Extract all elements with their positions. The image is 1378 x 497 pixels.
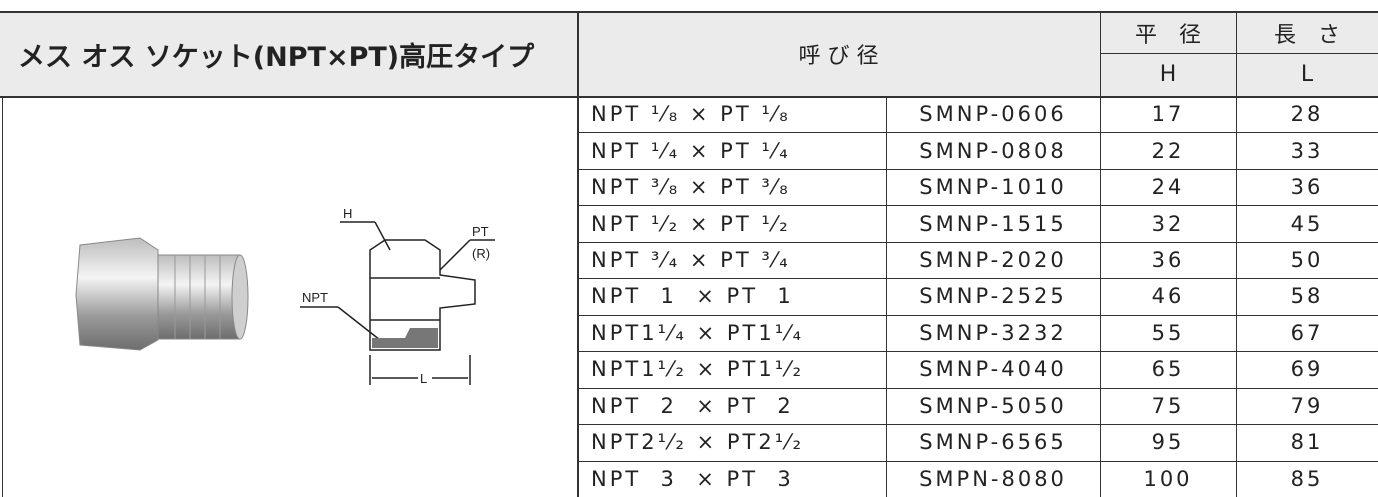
size-cell: NPT ¹⁄₄ × PT ¹⁄₄	[591, 138, 791, 163]
value-cell: 67	[1290, 320, 1324, 345]
code-cell: SMNP-2020	[919, 248, 1067, 273]
rule	[577, 424, 1378, 426]
code-cell: SMNP-0808	[919, 138, 1067, 163]
code-cell: SMNP-5050	[919, 393, 1067, 418]
rule	[577, 168, 1378, 170]
rule	[577, 314, 1378, 316]
diagram-label: L	[420, 371, 427, 386]
rule	[2, 96, 3, 497]
value-cell: 50	[1290, 248, 1324, 273]
code-cell: SMNP-6565	[919, 430, 1067, 455]
rule	[577, 278, 1378, 280]
size-cell: NPT 3 × PT 3	[591, 466, 794, 491]
value-cell: 69	[1290, 357, 1324, 382]
rule	[577, 12, 579, 497]
value-cell: 100	[1143, 466, 1193, 491]
header-cell: 呼 び 径	[577, 12, 1100, 96]
rule	[1100, 53, 1378, 54]
code-cell: SMNP-3232	[919, 320, 1067, 345]
code-cell: SMNP-2525	[919, 284, 1067, 309]
header-title: メス オス ソケット(NPT×PT)高圧タイプ	[0, 12, 577, 96]
size-cell: NPT ¹⁄₂ × PT ¹⁄₂	[591, 211, 791, 236]
size-cell: NPT1¹⁄₄ × PT1¹⁄₄	[591, 320, 805, 345]
size-cell: NPT 2 × PT 2	[591, 393, 794, 418]
code-cell: SMPN-8080	[919, 466, 1067, 491]
value-cell: 33	[1290, 138, 1324, 163]
rule	[1236, 12, 1237, 497]
code-cell: SMNP-4040	[919, 357, 1067, 382]
header-cell: 長 さ	[1236, 12, 1378, 53]
value-cell: 17	[1151, 102, 1185, 127]
header-cell: L	[1236, 53, 1378, 96]
diagram-label: (R)	[472, 246, 490, 261]
value-cell: 85	[1290, 466, 1324, 491]
rule	[0, 96, 1378, 98]
value-cell: 75	[1151, 393, 1185, 418]
code-cell: SMNP-1515	[919, 211, 1067, 236]
code-cell: SMNP-0606	[919, 102, 1067, 127]
code-cell: SMNP-1010	[919, 175, 1067, 200]
rule	[886, 96, 887, 497]
header-cell: 平 径	[1100, 12, 1236, 53]
value-cell: 22	[1151, 138, 1185, 163]
rule	[0, 11, 1378, 13]
size-cell: NPT1¹⁄₂ × PT1¹⁄₂	[591, 357, 805, 382]
value-cell: 65	[1151, 357, 1185, 382]
rule	[1100, 12, 1101, 497]
size-cell: NPT ³⁄₄ × PT ³⁄₄	[591, 248, 791, 273]
rule	[577, 460, 1378, 462]
value-cell: 24	[1151, 175, 1185, 200]
size-cell: NPT ¹⁄₈ × PT ¹⁄₈	[591, 102, 791, 127]
header-cell: H	[1100, 53, 1236, 96]
diagram-label: PT	[472, 224, 489, 239]
diagram-label: H	[343, 206, 352, 221]
value-cell: 45	[1290, 211, 1324, 236]
value-cell: 79	[1290, 393, 1324, 418]
diagram-label: NPT	[302, 290, 328, 305]
size-cell: NPT2¹⁄₂ × PT2¹⁄₂	[591, 430, 805, 455]
rule	[577, 205, 1378, 207]
value-cell: 36	[1290, 175, 1324, 200]
value-cell: 55	[1151, 320, 1185, 345]
size-cell: NPT ³⁄₈ × PT ³⁄₈	[591, 175, 791, 200]
rule	[577, 351, 1378, 353]
value-cell: 81	[1290, 430, 1324, 455]
value-cell: 32	[1151, 211, 1185, 236]
size-cell: NPT 1 × PT 1	[591, 284, 794, 309]
value-cell: 95	[1151, 430, 1185, 455]
value-cell: 28	[1290, 102, 1324, 127]
value-cell: 46	[1151, 284, 1185, 309]
value-cell: 58	[1290, 284, 1324, 309]
rule	[577, 132, 1378, 134]
value-cell: 36	[1151, 248, 1185, 273]
rule	[577, 241, 1378, 243]
product-illustration: H PT (R) NPT L	[75, 206, 495, 386]
rule	[577, 387, 1378, 389]
